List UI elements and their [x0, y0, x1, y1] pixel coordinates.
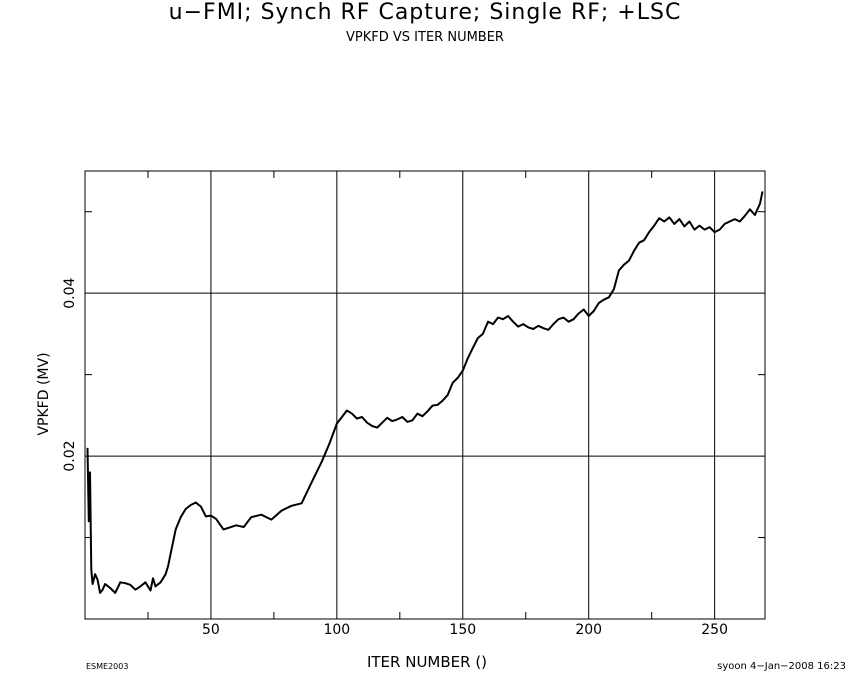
footer-right-label: syoon 4−Jan−2008 16:23 — [717, 661, 846, 672]
chart-title: u−FMI; Synch RF Capture; Single RF; +LSC — [168, 0, 682, 25]
series-layer — [86, 191, 764, 594]
grid-lines — [85, 171, 765, 619]
x-tick-label: 100 — [323, 622, 350, 638]
x-tick-label: 200 — [575, 622, 602, 638]
x-tick-label: 250 — [701, 622, 728, 638]
tick-labels: 50 100 150 200 250 0.02 0.04 — [62, 278, 728, 638]
y-tick-label: 0.04 — [62, 278, 78, 309]
series-line — [86, 191, 764, 594]
x-tick-label: 50 — [202, 622, 220, 638]
plot-frame — [84, 170, 766, 620]
axis-ticks — [85, 171, 765, 619]
x-axis-label: ITER NUMBER () — [367, 653, 487, 671]
x-tick-label: 150 — [449, 622, 476, 638]
footer-left-label: ESME2003 — [86, 662, 129, 671]
y-axis-label: VPKFD (MV) — [36, 352, 52, 435]
y-tick-label: 0.02 — [62, 441, 78, 472]
chart-subtitle: VPKFD VS ITER NUMBER — [346, 30, 504, 45]
